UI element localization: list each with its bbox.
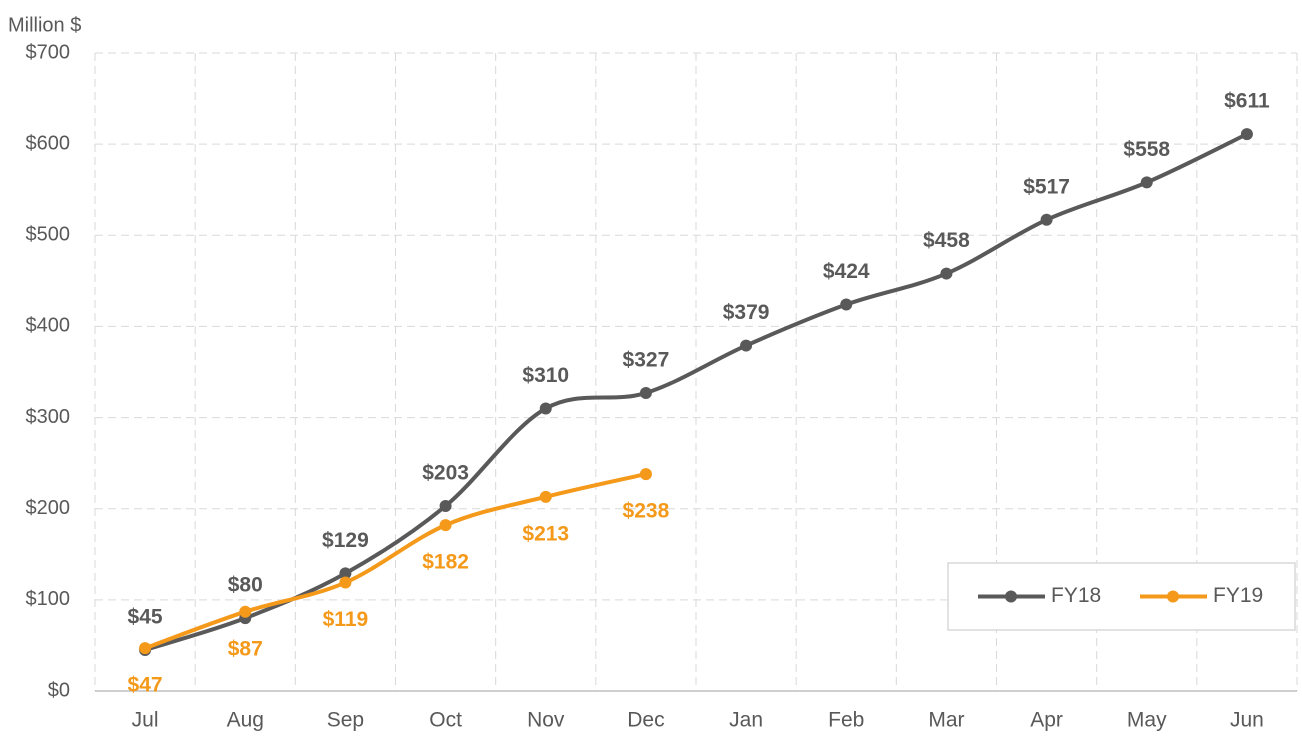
x-tick-label: Aug xyxy=(227,709,264,732)
x-tick-label: Oct xyxy=(429,709,462,732)
point-marker xyxy=(339,576,352,589)
data-label: $611 xyxy=(1224,90,1270,113)
y-tick-label: $100 xyxy=(26,588,71,610)
point-marker xyxy=(1240,128,1253,141)
data-label: $119 xyxy=(323,608,369,631)
y-tick-label: $400 xyxy=(26,315,71,337)
series-line xyxy=(144,472,647,651)
y-tick-label: $600 xyxy=(26,132,71,154)
data-label: $129 xyxy=(322,529,369,552)
point-marker xyxy=(1040,213,1053,226)
point-marker xyxy=(139,642,152,655)
x-tick-label: Nov xyxy=(527,709,565,732)
y-tick-label: $300 xyxy=(26,406,71,428)
data-label: $182 xyxy=(422,551,469,574)
data-label: $87 xyxy=(228,637,263,660)
legend-label: FY18 xyxy=(1051,584,1101,607)
data-label: $379 xyxy=(723,301,770,324)
x-tick-label: Mar xyxy=(928,709,964,732)
y-tick-label: $200 xyxy=(26,497,71,519)
x-tick-label: Dec xyxy=(627,709,664,732)
y-tick-label: $700 xyxy=(26,41,71,63)
data-label: $424 xyxy=(823,260,870,283)
x-tick-label: Jul xyxy=(132,709,159,732)
data-label: $327 xyxy=(623,349,670,372)
point-marker xyxy=(539,490,552,503)
series-line xyxy=(144,132,1248,652)
x-tick-label: Sep xyxy=(327,709,364,732)
legend-marker xyxy=(1167,590,1179,603)
data-label: $558 xyxy=(1123,138,1170,161)
point-marker xyxy=(639,386,652,399)
y-tick-label: $0 xyxy=(48,679,70,701)
x-tick-label: Jan xyxy=(729,709,763,732)
point-marker xyxy=(239,605,252,618)
data-label: $203 xyxy=(422,462,469,485)
point-marker xyxy=(439,499,452,512)
data-label: $45 xyxy=(128,606,163,629)
legend-label: FY19 xyxy=(1213,584,1263,607)
y-tick-label: $500 xyxy=(26,224,71,246)
data-label: $213 xyxy=(522,522,569,545)
legend-marker xyxy=(1005,590,1017,603)
y-axis-label: Million $ xyxy=(8,14,81,36)
data-label: $47 xyxy=(128,674,163,697)
point-marker xyxy=(639,468,652,481)
point-marker xyxy=(539,402,552,415)
data-label: $458 xyxy=(923,229,970,252)
x-tick-label: Feb xyxy=(828,709,864,732)
point-marker xyxy=(840,298,853,311)
x-tick-label: Jun xyxy=(1230,709,1264,732)
point-marker xyxy=(940,267,953,280)
point-marker xyxy=(740,339,753,352)
data-label: $517 xyxy=(1023,175,1070,198)
x-tick-label: Apr xyxy=(1030,709,1063,732)
point-marker xyxy=(339,567,352,580)
point-marker xyxy=(1140,176,1153,189)
data-label: $310 xyxy=(522,364,569,387)
data-label: $80 xyxy=(228,574,263,597)
x-tick-label: May xyxy=(1127,709,1167,732)
point-marker xyxy=(439,519,452,532)
data-label: $238 xyxy=(623,500,670,523)
